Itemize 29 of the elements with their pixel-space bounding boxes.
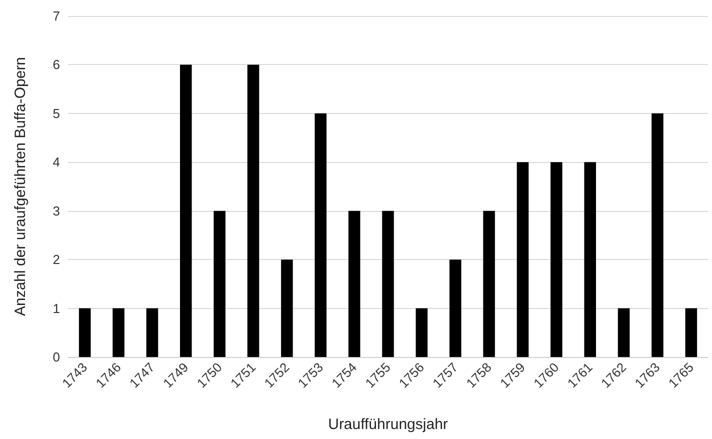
- bar: [314, 113, 327, 357]
- y-axis-title: Anzahl der uraufgeführten Buffa-Opern: [12, 56, 29, 316]
- bar: [483, 210, 495, 357]
- bar: [449, 260, 462, 357]
- bar: [112, 308, 124, 357]
- bar: [214, 210, 226, 357]
- y-tick-label: 0: [52, 350, 60, 364]
- bar: [146, 308, 158, 357]
- y-tick-label: 4: [52, 154, 60, 170]
- y-tick-label: 3: [52, 203, 60, 218]
- y-tick-label: 6: [52, 57, 60, 72]
- bar: [516, 162, 529, 357]
- bar: [550, 162, 562, 357]
- y-tick-label: 1: [52, 300, 60, 316]
- bar: [416, 308, 428, 357]
- bar: [618, 308, 630, 357]
- bar: [281, 260, 293, 357]
- bar: [78, 308, 91, 357]
- x-axis-title: Uraufführungsjahr: [328, 416, 448, 433]
- bar: [685, 308, 698, 357]
- bar: [180, 64, 192, 357]
- bar: [348, 210, 360, 357]
- bar: [247, 64, 260, 357]
- y-tick-label: 7: [52, 8, 60, 24]
- bar: [382, 210, 394, 357]
- y-tick-label: 5: [52, 106, 60, 121]
- bar: [652, 113, 664, 357]
- bar: [584, 162, 596, 357]
- y-tick-label: 2: [52, 252, 60, 268]
